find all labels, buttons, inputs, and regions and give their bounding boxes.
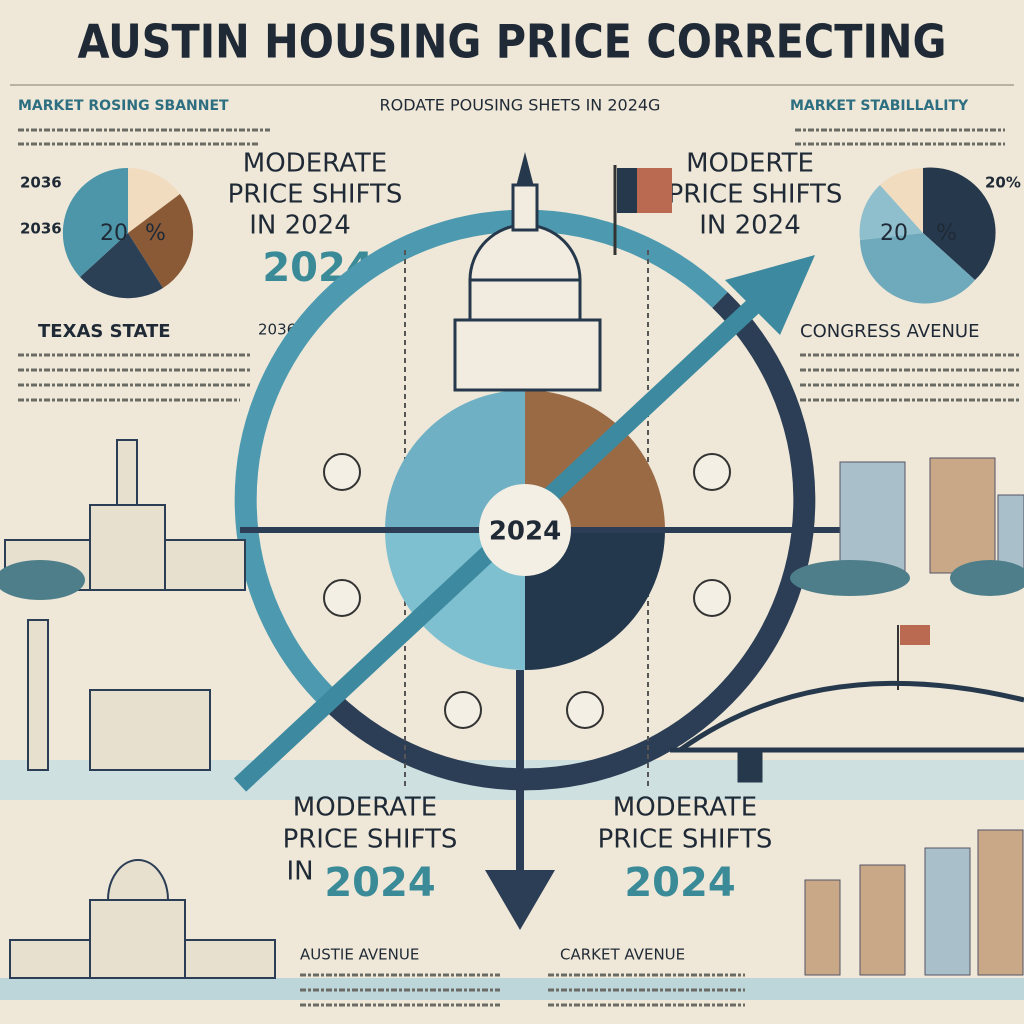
headline: PRICE SHIFTS bbox=[228, 180, 403, 210]
section-label: AUSTIE AVENUE bbox=[300, 946, 419, 964]
trees bbox=[0, 560, 1024, 600]
headline: MODERTE bbox=[686, 149, 814, 179]
right-buildings-part bbox=[839, 461, 906, 573]
left-buildings-part bbox=[89, 504, 166, 591]
pie-label: % bbox=[936, 221, 957, 246]
left-buildings-part bbox=[89, 689, 211, 771]
left-pie-part bbox=[62, 167, 128, 277]
right-pie bbox=[859, 167, 996, 304]
headline-year: 2024 bbox=[624, 860, 735, 906]
center-diagram-part bbox=[725, 255, 815, 335]
capitol-part bbox=[511, 183, 539, 232]
headline: MODERATE bbox=[613, 793, 757, 823]
center-diagram-part-part bbox=[566, 691, 604, 729]
side-label: 2036 bbox=[20, 174, 62, 192]
right-buildings-part bbox=[929, 457, 996, 574]
trees-part bbox=[950, 560, 1024, 596]
center-diagram-part bbox=[385, 390, 525, 530]
center-diagram-part bbox=[525, 530, 665, 670]
left-buildings-part bbox=[106, 859, 170, 901]
center-diagram-part bbox=[385, 530, 525, 670]
capitol-part bbox=[453, 318, 602, 392]
headline: IN 2024 bbox=[249, 211, 351, 241]
left-buildings-part bbox=[89, 899, 186, 979]
bridge-part bbox=[737, 747, 763, 783]
left-buildings-part bbox=[27, 619, 49, 771]
left-pie bbox=[62, 167, 194, 299]
right-buildings-part bbox=[977, 829, 1024, 976]
trees-part bbox=[790, 560, 910, 596]
pie-label: 20 bbox=[100, 221, 128, 246]
banner-center: RODATE POUSING SHETS IN 2024G bbox=[380, 96, 661, 115]
section-label: CONGRESS AVENUE bbox=[800, 321, 979, 342]
right-pie-part bbox=[923, 167, 996, 280]
capitol bbox=[453, 152, 602, 392]
water-part bbox=[0, 978, 1024, 1000]
side-label: 20% bbox=[985, 174, 1021, 192]
section-label: 2036 bbox=[258, 321, 296, 339]
right-pie-part bbox=[880, 168, 923, 233]
flags-part bbox=[900, 625, 930, 645]
right-pie-part bbox=[860, 233, 975, 304]
banner-left: MARKET ROSING SBANNET bbox=[18, 98, 229, 114]
right-buildings-part bbox=[924, 847, 971, 976]
pie-label: % bbox=[145, 221, 166, 246]
center-diagram-part-part bbox=[693, 453, 731, 491]
right-pie-part bbox=[859, 185, 923, 240]
center-diagram-part bbox=[485, 870, 555, 930]
center-diagram-part-part bbox=[323, 453, 361, 491]
headline: MODERATE bbox=[293, 793, 437, 823]
left-pie-part bbox=[128, 194, 194, 288]
trees-part bbox=[0, 560, 85, 600]
left-pie-part bbox=[128, 168, 180, 233]
headline: IN bbox=[286, 857, 313, 887]
capitol-part bbox=[468, 278, 582, 322]
center-diagram-part-part bbox=[693, 579, 731, 617]
headline: PRICE SHIFTS bbox=[598, 825, 773, 855]
center-diagram-part bbox=[322, 292, 816, 791]
section-label: TEXAS STATE bbox=[38, 321, 171, 342]
left-buildings-part bbox=[116, 439, 138, 506]
left-pie-part bbox=[80, 233, 163, 299]
capitol-part bbox=[516, 152, 534, 187]
center-diagram-part bbox=[323, 453, 731, 729]
center-diagram bbox=[233, 209, 850, 930]
center-diagram-part-part bbox=[444, 691, 482, 729]
center-diagram-part-part bbox=[323, 579, 361, 617]
banner: MARKET ROSING SBANNET RODATE POUSING SHE… bbox=[10, 84, 1014, 115]
section-label: CARKET AVENUE bbox=[560, 946, 685, 964]
right-buildings-part bbox=[859, 864, 906, 976]
title: AUSTIN HOUSING PRICE CORRECTING bbox=[77, 15, 946, 69]
bridge bbox=[670, 680, 1024, 783]
pie-label: 20 bbox=[880, 221, 908, 246]
headline: IN 2024 bbox=[699, 211, 801, 241]
flags-part bbox=[617, 168, 637, 213]
headline: PRICE SHIFTS bbox=[283, 825, 458, 855]
headline: MODERATE bbox=[243, 149, 387, 179]
paragraph-lines bbox=[18, 128, 1020, 1007]
right-buildings-part bbox=[804, 879, 841, 976]
flags bbox=[613, 165, 930, 690]
center-diagram-part bbox=[234, 209, 728, 708]
center-label: 2024 bbox=[489, 517, 561, 547]
side-label: 2036 bbox=[20, 220, 62, 238]
headline-year: 2024 bbox=[324, 860, 435, 906]
banner-right: MARKET STABILLALITY bbox=[790, 98, 969, 114]
bridge-part bbox=[678, 680, 1024, 753]
right-buildings bbox=[804, 457, 1024, 976]
headline: PRICE SHIFTS bbox=[668, 180, 843, 210]
center-diagram-part bbox=[479, 484, 571, 576]
